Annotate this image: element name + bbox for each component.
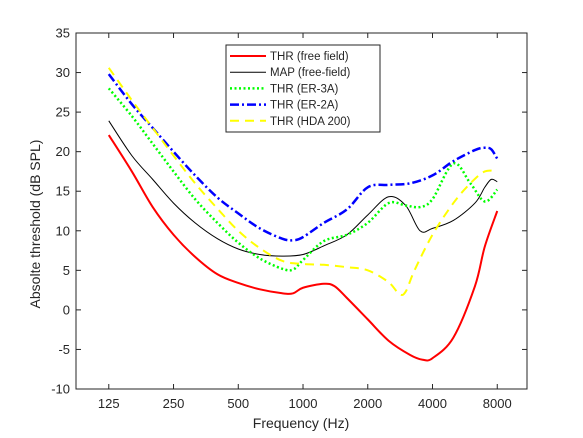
y-axis-label: Absolte threshold (dB SPL) [27, 140, 43, 309]
y-tick-label: -5 [58, 342, 70, 357]
legend-label-1: THR (free field) [270, 51, 349, 63]
legend-label-4: THR (ER-2A) [270, 100, 339, 112]
x-axis-label: Frequency (Hz) [253, 415, 349, 431]
y-tick-label: 15 [56, 184, 70, 199]
y-tick-label: 20 [56, 144, 70, 159]
legend-label-2: MAP (free-field) [270, 67, 350, 79]
y-tick-label: 0 [63, 302, 70, 317]
legend-label-5: THR (HDA 200) [270, 116, 351, 128]
x-tick-label: 500 [227, 396, 249, 411]
y-tick-label: 10 [56, 223, 70, 238]
y-tick-label: -10 [51, 382, 70, 397]
y-tick-label: 5 [63, 263, 70, 278]
y-tick-label: 30 [56, 65, 70, 80]
x-tick-label: 2000 [353, 396, 382, 411]
x-tick-label: 125 [98, 396, 120, 411]
x-tick-label: 1000 [289, 396, 318, 411]
x-tick-label: 250 [163, 396, 185, 411]
x-tick-label: 8000 [483, 396, 512, 411]
y-tick-label: 35 [56, 26, 70, 41]
legend: THR (free field) MAP (free-field) THR (ER-… [226, 45, 380, 132]
legend-label-3: THR (ER-3A) [270, 83, 339, 95]
x-tick-label: 4000 [418, 396, 447, 411]
y-tick-label: 25 [56, 105, 70, 120]
